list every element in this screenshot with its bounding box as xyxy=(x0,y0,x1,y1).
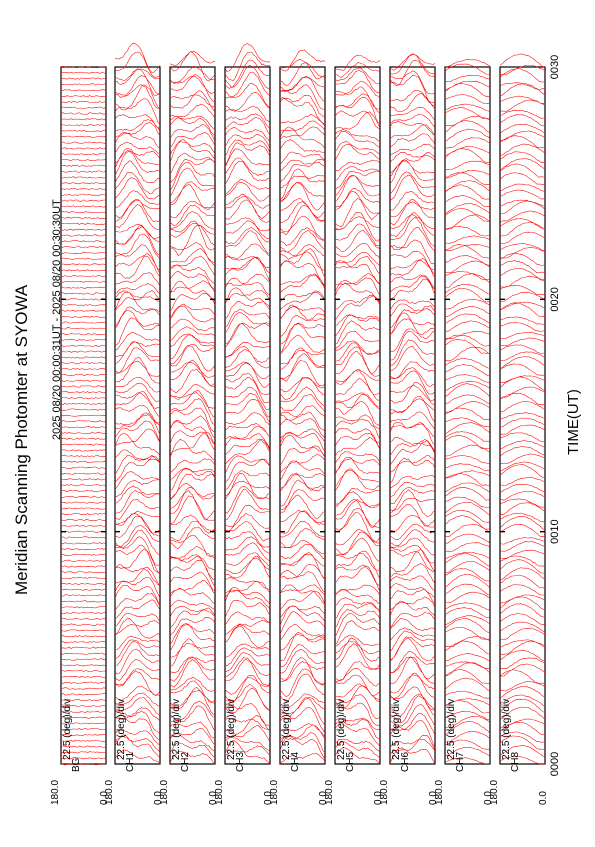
y-bottom-label: 0.0 xyxy=(208,791,219,805)
x-tick-label: 0010 xyxy=(549,519,561,543)
time-period: 2025 08/20 00:00:31UT - 2025 08/20 00:30… xyxy=(51,199,63,440)
y-bottom-label: 0.0 xyxy=(153,791,164,805)
y-bottom-label: 0.0 xyxy=(263,791,274,805)
x-tick-labels: 0000 0010 0020 0030 xyxy=(549,55,561,776)
y-bottom-label: 0.0 xyxy=(428,791,439,805)
scale-label: 22.5 (deg)/div xyxy=(501,699,512,760)
channel-label: CH1 xyxy=(125,752,136,772)
channel-label: BG xyxy=(71,757,82,772)
y-top-label: 180.0 xyxy=(104,780,115,805)
panel-frame xyxy=(169,66,216,765)
y-bottom-label: 0.0 xyxy=(99,791,110,805)
channel-label: CH5 xyxy=(345,752,356,772)
panel-frame xyxy=(444,66,491,765)
channel-label: CH4 xyxy=(290,752,301,772)
scale-label: 22.5 (deg)/div xyxy=(116,699,127,760)
scan-traces xyxy=(169,51,216,765)
channel-label: CH3 xyxy=(235,752,246,772)
channel-label: CH6 xyxy=(400,752,411,772)
y-top-label: 180.0 xyxy=(324,780,335,805)
x-axis-label: TIME(UT) xyxy=(565,389,582,455)
y-top-label: 180.0 xyxy=(50,780,61,805)
scan-traces xyxy=(499,53,546,765)
channel-label: CH8 xyxy=(510,752,521,772)
y-bottom-label: 0.0 xyxy=(373,791,384,805)
channel-label: CH2 xyxy=(180,752,191,772)
y-top-label: 180.0 xyxy=(489,780,500,805)
x-tick-label: 0000 xyxy=(549,752,561,776)
scale-label: 22.5 (deg)/div xyxy=(281,699,292,760)
y-top-label: 180.0 xyxy=(434,780,445,805)
panel-frame xyxy=(499,66,546,765)
scan-traces xyxy=(334,54,381,764)
scan-traces xyxy=(224,43,271,764)
scale-label: 22.5 (deg)/div xyxy=(171,699,182,760)
scale-label: 22.5 (deg)/div xyxy=(336,699,347,760)
y-bottom-label: 0.0 xyxy=(483,791,494,805)
channel-label: CH7 xyxy=(455,752,466,772)
y-top-label: 180.0 xyxy=(214,780,225,805)
y-top-label: 180.0 xyxy=(269,780,280,805)
panel-frame xyxy=(334,66,381,765)
scale-label: 22.5 (deg)/div xyxy=(446,699,457,760)
scale-label: 22.5 (deg)/div xyxy=(62,699,73,760)
panel-frame xyxy=(389,66,436,765)
panel-frame xyxy=(224,66,271,765)
scan-traces xyxy=(279,49,326,765)
y-top-label: 180.0 xyxy=(379,780,390,805)
panel-frame xyxy=(114,66,161,765)
chart-title: Meridian Scanning Photomter at SYOWA xyxy=(12,284,31,595)
y-bottom-label: 0.0 xyxy=(538,791,549,805)
scan-traces xyxy=(389,53,436,764)
y-bottom-label: 0.0 xyxy=(318,791,329,805)
y-top-label: 180.0 xyxy=(159,780,170,805)
scale-label: 22.5 (deg)/div xyxy=(391,699,402,760)
scale-label: 22.5 (deg)/div xyxy=(226,699,237,760)
x-tick-label: 0030 xyxy=(549,55,561,79)
scan-traces xyxy=(114,42,161,764)
x-tick-label: 0020 xyxy=(549,287,561,311)
scan-traces xyxy=(444,59,491,765)
scan-traces xyxy=(60,66,107,766)
